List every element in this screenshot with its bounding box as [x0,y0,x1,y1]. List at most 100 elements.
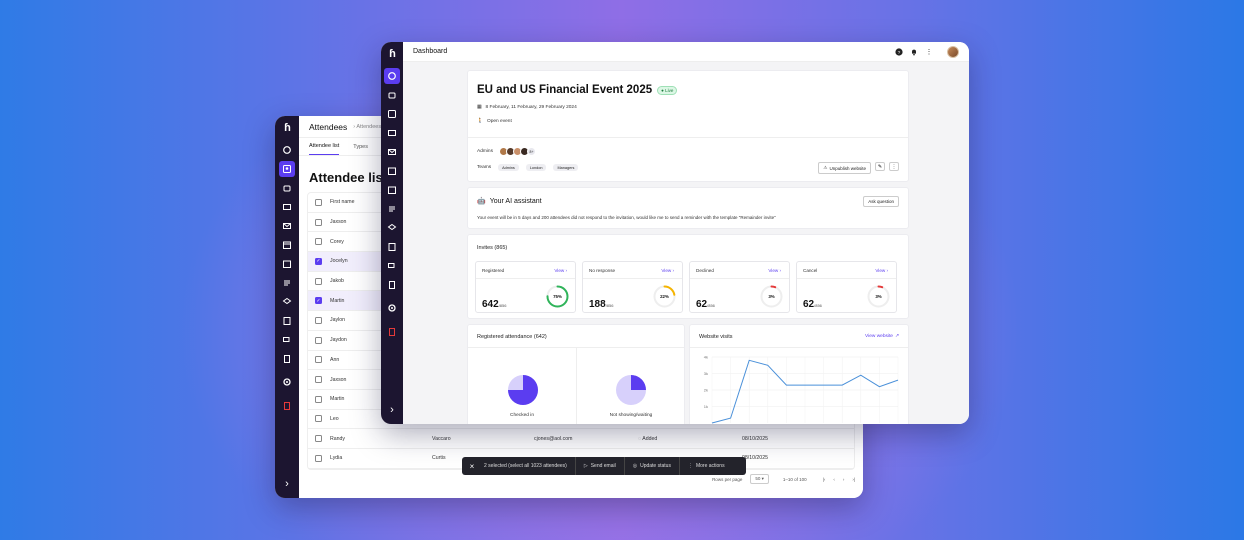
calendar-check-icon[interactable] [279,256,295,272]
refresh-icon[interactable] [279,142,295,158]
admin-avatars[interactable]: 8+ [499,147,536,156]
live-badge-label: Live [665,87,674,93]
last-page-icon[interactable]: ›| [852,476,855,482]
view-website-link[interactable]: View website ↗ [865,334,899,339]
table-row[interactable]: Leo [308,410,854,430]
rows-per-page-label: Rows per page [712,476,743,482]
exit-icon[interactable] [384,324,400,340]
first-name-cell: Ann [330,356,340,363]
row-checkbox[interactable] [315,356,322,364]
row-checkbox[interactable] [315,218,322,226]
visits-line-chart: 4k 3k 2k 1k [704,355,899,424]
settings-icon[interactable] [384,300,400,316]
attendees-icon[interactable] [279,160,295,177]
send-email-label: Send email [590,463,616,469]
divider [797,278,896,279]
row-checkbox[interactable] [315,376,322,384]
close-icon[interactable]: × [469,461,475,471]
layers-icon[interactable] [384,220,400,236]
calendar-icon[interactable] [384,163,400,179]
refresh-icon[interactable] [384,67,400,84]
team-pill[interactable]: Admins [498,164,519,171]
row-checkbox[interactable] [315,395,322,403]
table-icon[interactable] [384,239,400,255]
select-all-checkbox[interactable] [315,198,322,206]
card-icon[interactable] [384,125,400,141]
divider [583,278,682,279]
team-pill[interactable]: Managers [553,164,579,171]
row-checkbox[interactable] [315,316,322,324]
bell-icon[interactable] [910,48,918,56]
assistant-title-row: 🤖 Your AI assistant [477,197,542,206]
card-icon[interactable] [279,199,295,215]
event-card: EU and US Financial Event 2025 ● Live ▦ … [467,70,909,182]
help-icon[interactable]: ? [895,47,903,56]
exit-icon[interactable] [279,398,295,414]
send-email-button[interactable]: ▷ Send email [574,457,624,475]
stat-view-link[interactable]: View › [554,268,567,273]
attendees-icon[interactable] [384,106,400,122]
document-icon[interactable] [279,351,295,367]
tab-types[interactable]: Types [353,144,368,150]
selected-count[interactable]: 2 selected (select all 1023 attendees) [484,463,567,469]
event-type-row: 🚶 Open event [477,119,512,124]
first-page-icon[interactable]: |‹ [822,476,826,482]
user-avatar[interactable] [947,45,959,58]
edit-icon[interactable]: ✎ [875,162,885,171]
list-icon[interactable] [384,201,400,217]
first-name-cell: Jocelyn [330,258,348,265]
attendance-card: Registered attendance (642) Checked in N… [467,324,685,424]
unpublish-label: Unpublish website [829,165,866,171]
row-checkbox[interactable] [315,454,322,462]
prev-page-icon[interactable]: ‹ [833,476,835,482]
kebab-menu-icon[interactable]: ⋮ [925,48,933,56]
devices-icon[interactable] [279,332,295,348]
expand-chevron-icon[interactable]: › [285,478,289,490]
calendar-icon[interactable] [279,237,295,253]
update-status-button[interactable]: ◎ Update status [623,457,679,475]
calendar-check-icon[interactable] [384,182,400,198]
rows-per-page-select[interactable]: 50 ▾ [750,474,769,484]
ask-question-button[interactable]: Ask question [863,196,899,207]
stat-view-link[interactable]: View › [661,268,674,273]
next-page-icon[interactable]: › [842,476,845,482]
stat-label: No response [589,268,616,273]
unpublish-website-button[interactable]: ⚠ Unpublish website [818,162,871,174]
walk-icon: 🚶 [477,119,483,124]
table-row[interactable]: Randy Vaccaro cjones@aol.com ◌ Added 08/10/2… [308,429,854,449]
row-checkbox[interactable] [315,415,322,423]
page-title: Dashboard [413,48,448,55]
row-checkbox[interactable] [315,435,322,443]
mail-icon[interactable] [279,218,295,234]
admins-label: Admins [477,149,493,154]
first-name-cell: Jaxson [330,376,347,383]
pie-slice-value [508,375,538,405]
row-checkbox[interactable] [315,277,322,285]
checked-in-pie [508,375,538,405]
expand-chevron-icon[interactable]: › [390,404,394,416]
row-checkbox[interactable] [315,336,322,344]
row-checkbox[interactable] [315,238,322,246]
row-checkbox[interactable]: ✓ [315,297,322,305]
breadcrumb-item[interactable]: Attendees l [356,123,384,130]
update-status-label: Update status [640,463,671,469]
team-pill[interactable]: London [525,164,547,171]
stat-view-link[interactable]: View › [875,268,888,273]
column-header-first-name[interactable]: First name [330,199,355,206]
table-icon[interactable] [279,313,295,329]
more-actions-button[interactable]: ⋮ More actions [678,457,733,475]
settings-icon[interactable] [279,374,295,390]
tab-attendee-list[interactable]: Attendee list [309,143,340,155]
robot-icon[interactable] [384,87,400,103]
row-checkbox[interactable]: ✓ [315,257,322,265]
mail-icon[interactable] [384,144,400,160]
divider [690,278,789,279]
stat-view-link[interactable]: View › [768,268,781,273]
more-icon[interactable]: ⋮ [889,162,899,171]
stat-total: /856 [605,303,614,308]
robot-icon[interactable] [279,180,295,196]
document-icon[interactable] [384,277,400,293]
devices-icon[interactable] [384,258,400,274]
layers-icon[interactable] [279,294,295,310]
list-icon[interactable] [279,275,295,291]
